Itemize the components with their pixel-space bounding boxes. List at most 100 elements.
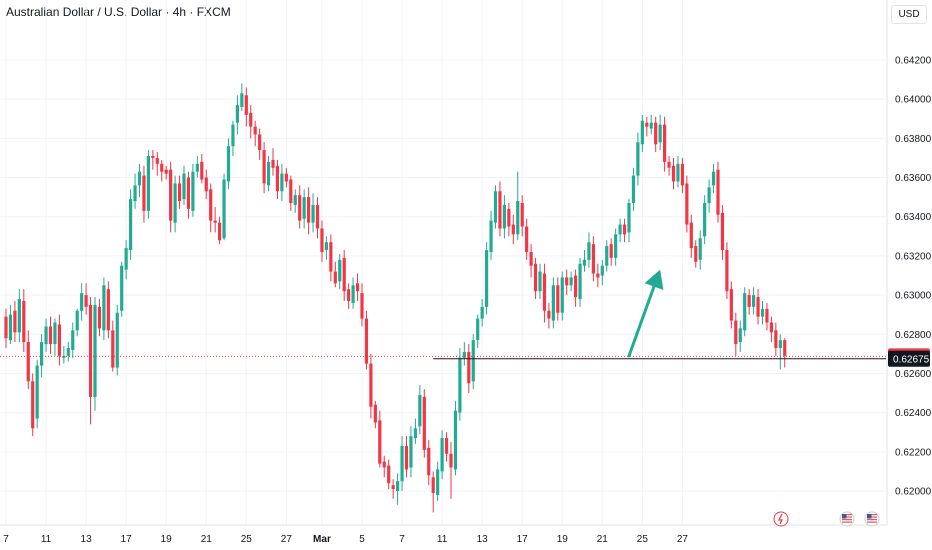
candle-body: [382, 461, 386, 468]
candle-up: [458, 347, 462, 421]
candle-down: [729, 281, 733, 329]
candle-up: [129, 189, 133, 260]
candle-body: [151, 155, 155, 158]
x-tick-label: 27: [281, 534, 293, 545]
candle-up: [631, 167, 636, 211]
candle-body: [373, 404, 377, 423]
candle-up: [752, 287, 756, 315]
candle-down: [756, 289, 760, 325]
candle-down: [671, 157, 676, 190]
candle-up: [324, 236, 328, 260]
candle-body: [453, 410, 458, 470]
currency-button[interactable]: USD: [891, 5, 927, 24]
x-tick-label: 13: [477, 534, 489, 545]
chart-title: Australian Dollar / U.S. Dollar · 4h · F…: [6, 5, 231, 19]
candle-body: [520, 203, 524, 227]
candle-body: [120, 265, 124, 311]
candle-body: [284, 173, 288, 182]
candle-down: [529, 244, 533, 278]
us-flag-icon[interactable]: [864, 511, 880, 527]
candle-body: [204, 177, 208, 192]
candle-body: [658, 124, 662, 143]
price-axis[interactable]: 0.64200 0.64000 0.63800 0.63600 0.63400 0.632…: [888, 56, 932, 498]
candle-down: [258, 128, 262, 160]
candle-up: [640, 114, 644, 153]
candle-down: [467, 344, 471, 394]
candle-down: [734, 312, 738, 356]
candle-body: [685, 183, 689, 225]
candle-body: [404, 445, 409, 470]
candle-down: [427, 440, 431, 486]
candle-body: [525, 226, 529, 252]
candle-up: [44, 318, 48, 352]
y-tick-label: 0.63800: [895, 134, 932, 145]
candle-body: [164, 169, 168, 174]
x-tick-label: 13: [81, 534, 93, 545]
candle-body: [240, 93, 244, 108]
candle-down: [378, 410, 382, 468]
candle-body: [66, 347, 70, 356]
candle-up: [396, 473, 400, 505]
candle-up: [124, 240, 128, 280]
x-tick-label: 5: [359, 534, 365, 545]
candle-body: [40, 342, 44, 366]
candle-body: [360, 293, 364, 319]
candle-down: [565, 269, 569, 296]
y-tick-label: 0.62000: [895, 487, 932, 498]
candle-up: [493, 185, 498, 229]
candle-body: [173, 183, 177, 223]
candle-down: [533, 257, 538, 300]
candle-body: [160, 163, 164, 172]
candle-up: [338, 253, 342, 290]
candle-body: [258, 134, 262, 151]
candle-down: [783, 338, 787, 368]
candle-down: [663, 116, 667, 172]
economic-event-icon[interactable]: [773, 511, 789, 527]
event-markers[interactable]: [773, 511, 880, 527]
candle-down: [342, 250, 346, 301]
candle-down: [774, 322, 778, 356]
candle-up: [476, 314, 480, 348]
x-tick-label: 7: [399, 534, 405, 545]
candle-body: [315, 204, 320, 229]
candle-down: [262, 142, 266, 194]
candle-up: [436, 461, 440, 501]
us-flag-icon[interactable]: [839, 511, 855, 527]
candle-body: [752, 295, 756, 307]
candle-up: [280, 163, 284, 202]
candle-down: [387, 459, 391, 490]
time-axis[interactable]: 7 11 13 17 19 21 25 27 Mar 5 7 11 13 17 19 21 25 27: [3, 534, 688, 545]
candle-up: [698, 230, 702, 270]
candle-body: [26, 342, 30, 382]
y-tick-label: 0.64000: [895, 95, 932, 106]
candle-up: [489, 210, 493, 260]
candle-down: [155, 152, 159, 176]
candle-body: [654, 122, 658, 145]
candle-up: [146, 150, 150, 219]
candle-down: [204, 169, 208, 200]
candle-body: [364, 318, 369, 364]
candle-body: [142, 175, 146, 211]
candle-body: [177, 183, 182, 202]
candle-down: [373, 400, 377, 429]
candle-down: [622, 218, 627, 243]
candle-body: [680, 163, 684, 186]
candle-body: [489, 220, 493, 252]
candle-body: [703, 203, 707, 237]
candle-up: [605, 240, 609, 272]
candle-body: [307, 197, 311, 223]
candle-up: [293, 189, 297, 213]
x-tick-label: 21: [201, 534, 213, 545]
candle-down: [498, 181, 502, 237]
candle-up: [480, 299, 484, 327]
candle-up: [266, 155, 271, 192]
candle-body: [342, 257, 346, 292]
candle-body: [391, 485, 395, 490]
candle-body: [124, 248, 128, 270]
y-tick-label: 0.62200: [895, 447, 932, 458]
candle-up: [40, 334, 44, 378]
candle-body: [320, 228, 324, 252]
candle-down: [609, 238, 613, 266]
candle-down: [253, 120, 257, 147]
